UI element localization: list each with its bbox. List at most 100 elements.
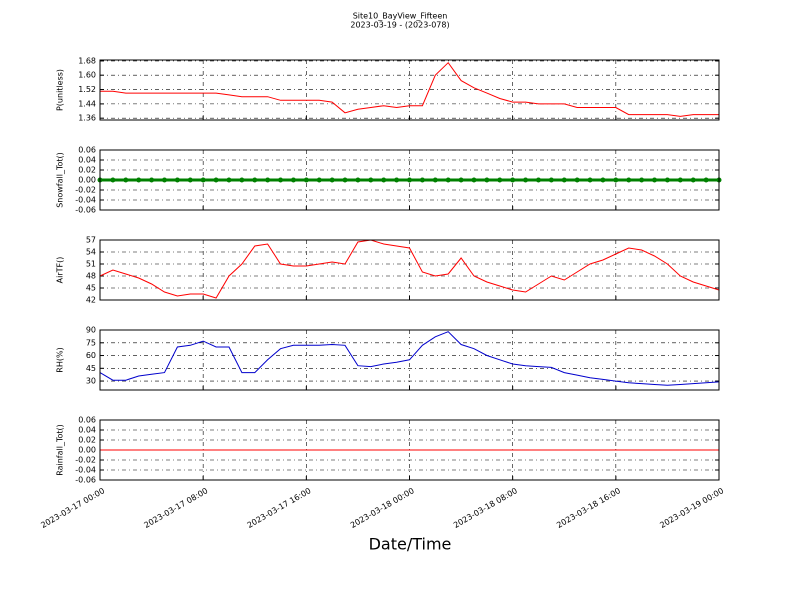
- data-point: [213, 177, 219, 183]
- plot-frame: [99, 419, 720, 481]
- y-tick-label: 0.02: [78, 436, 96, 445]
- chart-subtitle: 2023-03-19 - (2023-078): [350, 21, 449, 30]
- y-tick-label: 54: [86, 248, 96, 257]
- data-point: [613, 177, 619, 183]
- y-tick-label: 57: [86, 236, 96, 245]
- data-point: [600, 177, 606, 183]
- data-point: [523, 177, 529, 183]
- plot-frame: [99, 59, 720, 121]
- data-point: [677, 177, 683, 183]
- x-tick-label: 2023-03-18 00:00: [349, 486, 416, 530]
- data-point: [290, 177, 296, 183]
- data-point: [548, 177, 554, 183]
- data-point: [342, 177, 348, 183]
- y-tick-label: 0.04: [78, 426, 96, 435]
- y-tick-label: -0.06: [75, 206, 96, 215]
- data-point: [458, 177, 464, 183]
- data-point: [535, 177, 541, 183]
- data-point: [329, 177, 335, 183]
- y-tick-label: 0.00: [78, 176, 96, 185]
- y-axis-label: P(unitless): [56, 69, 65, 111]
- y-tick-label: 45: [86, 364, 96, 373]
- data-point: [265, 177, 271, 183]
- data-point: [419, 177, 425, 183]
- data-point: [381, 177, 387, 183]
- y-tick-label: 51: [86, 260, 96, 269]
- plot-frame: [99, 239, 720, 301]
- y-tick-label: 0.00: [78, 446, 96, 455]
- y-tick-label: 1.44: [78, 99, 96, 108]
- data-point: [187, 177, 193, 183]
- data-point: [136, 177, 142, 183]
- y-axis-label: Rainfall_Tot(): [56, 424, 65, 476]
- y-axis-label: Snowfall_Tot(): [56, 152, 65, 208]
- data-line: [100, 61, 719, 117]
- data-point: [110, 177, 116, 183]
- x-tick-label: 2023-03-18 08:00: [452, 486, 519, 530]
- data-point: [239, 177, 245, 183]
- data-point: [407, 177, 412, 183]
- y-tick-label: 60: [86, 351, 96, 360]
- y-tick-label: 30: [86, 377, 96, 386]
- data-point: [394, 177, 400, 183]
- y-tick-label: 1.68: [78, 56, 96, 65]
- y-tick-label: 42: [86, 296, 96, 305]
- data-point: [664, 177, 670, 183]
- data-point: [574, 177, 580, 183]
- y-tick-label: 1.36: [78, 114, 96, 123]
- x-tick-label: 2023-03-17 00:00: [39, 486, 106, 530]
- x-axis-label: Date/Time: [369, 535, 452, 554]
- y-tick-label: 0.06: [78, 146, 96, 155]
- x-tick-label: 2023-03-19 00:00: [658, 486, 725, 530]
- y-tick-label: 48: [86, 272, 96, 281]
- data-point: [200, 177, 206, 183]
- data-point: [368, 177, 374, 183]
- data-point: [561, 177, 567, 183]
- y-tick-label: 90: [86, 326, 96, 335]
- y-tick-label: 1.60: [78, 71, 96, 80]
- y-axis-label: RH(%): [56, 347, 65, 372]
- y-tick-label: -0.02: [75, 186, 96, 195]
- y-tick-label: 0.06: [78, 416, 96, 425]
- data-point: [252, 177, 258, 183]
- data-point: [510, 177, 516, 183]
- data-point: [587, 177, 593, 183]
- data-point: [355, 177, 361, 183]
- data-point: [445, 177, 451, 183]
- data-point: [149, 177, 155, 183]
- data-point: [471, 177, 477, 183]
- x-tick-label: 2023-03-17 16:00: [246, 486, 313, 530]
- x-tick-label: 2023-03-18 16:00: [555, 486, 622, 530]
- y-tick-label: 75: [86, 338, 96, 347]
- y-tick-label: 0.04: [78, 156, 96, 165]
- plot-frame: [99, 149, 720, 211]
- data-point: [174, 177, 180, 183]
- data-point: [639, 177, 645, 183]
- plot-frame: [99, 329, 720, 391]
- y-tick-label: 45: [86, 284, 96, 293]
- y-tick-label: -0.04: [75, 466, 96, 475]
- data-point: [161, 177, 167, 183]
- data-point: [278, 177, 284, 183]
- y-tick-label: 0.02: [78, 166, 96, 175]
- data-point: [123, 177, 129, 183]
- data-point: [316, 177, 322, 183]
- data-point: [497, 177, 503, 183]
- x-tick-label: 2023-03-17 08:00: [142, 486, 209, 530]
- chart-title: Site10_BayView_Fifteen: [353, 12, 448, 21]
- y-tick-label: 1.52: [78, 85, 96, 94]
- data-point: [652, 177, 658, 183]
- data-point: [626, 177, 632, 183]
- y-axis-label: AirTF(): [56, 257, 65, 284]
- data-point: [690, 177, 696, 183]
- data-point: [703, 177, 709, 183]
- data-point: [432, 177, 438, 183]
- data-point: [226, 177, 232, 183]
- data-point: [484, 177, 490, 183]
- y-tick-label: -0.06: [75, 476, 96, 485]
- data-point: [303, 177, 309, 183]
- data-line: [99, 239, 720, 299]
- y-tick-label: -0.02: [75, 456, 96, 465]
- data-line: [99, 331, 720, 386]
